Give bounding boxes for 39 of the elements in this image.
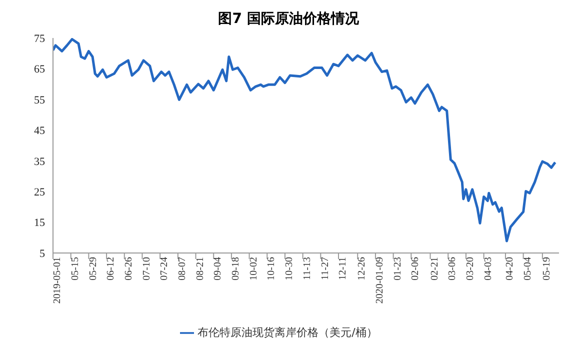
x-tick-label: 04-03 (482, 257, 494, 280)
line-series (53, 38, 556, 242)
y-tick-label: 45 (34, 125, 46, 138)
y-tick-label: 75 (34, 32, 46, 45)
y-tick-label: 5 (40, 248, 46, 260)
x-tick-label: 2020-01-09 (374, 257, 386, 304)
x-tick-label: 10-30 (284, 257, 296, 280)
x-tick-label: 08-21 (194, 257, 206, 280)
x-tick-label: 09-04 (212, 257, 224, 280)
x-tick-label: 05-29 (88, 257, 99, 280)
x-tick-label: 02-21 (429, 257, 440, 280)
x-tick-label: 04-20 (504, 257, 516, 280)
x-tick-label: 10-02 (248, 257, 260, 280)
x-tick-label: 07-24 (159, 257, 170, 280)
x-tick-label: 06-12 (106, 257, 117, 280)
y-tick-label: 55 (34, 94, 46, 106)
x-tick-label: 06-26 (123, 257, 134, 280)
y-tick-label: 35 (34, 156, 46, 168)
x-tick-label: 11-27 (320, 257, 331, 280)
x-tick-label: 07-10 (141, 257, 152, 280)
y-tick-label: 15 (34, 217, 46, 230)
legend-label: 布伦特原油现货离岸价格（美元/桶） (198, 326, 378, 339)
x-tick-label: 12-26 (356, 257, 368, 280)
y-tick-label: 25 (34, 186, 46, 198)
x-tick-label: 05-15 (70, 257, 81, 280)
x-tick-label: 01-23 (392, 257, 404, 280)
x-tick-label: 08-07 (177, 257, 188, 280)
x-tick-label: 10-16 (266, 257, 278, 280)
chart-title: 图7 国际原油价格情况 (217, 10, 360, 29)
x-tick-label: 09-18 (230, 257, 242, 280)
x-tick-label: 12-11 (338, 257, 349, 280)
x-tick-label: 11-13 (302, 257, 313, 280)
x-tick-label: 02-06 (410, 257, 422, 280)
y-tick-label: 65 (34, 64, 46, 76)
x-tick-label: 03-06 (447, 257, 458, 280)
x-tick-label: 05-19 (542, 257, 553, 280)
x-tick-label: 2019-05-01 (52, 257, 64, 304)
x-tick-label: 05-04 (522, 257, 534, 280)
x-tick-label: 03-20 (465, 257, 476, 280)
